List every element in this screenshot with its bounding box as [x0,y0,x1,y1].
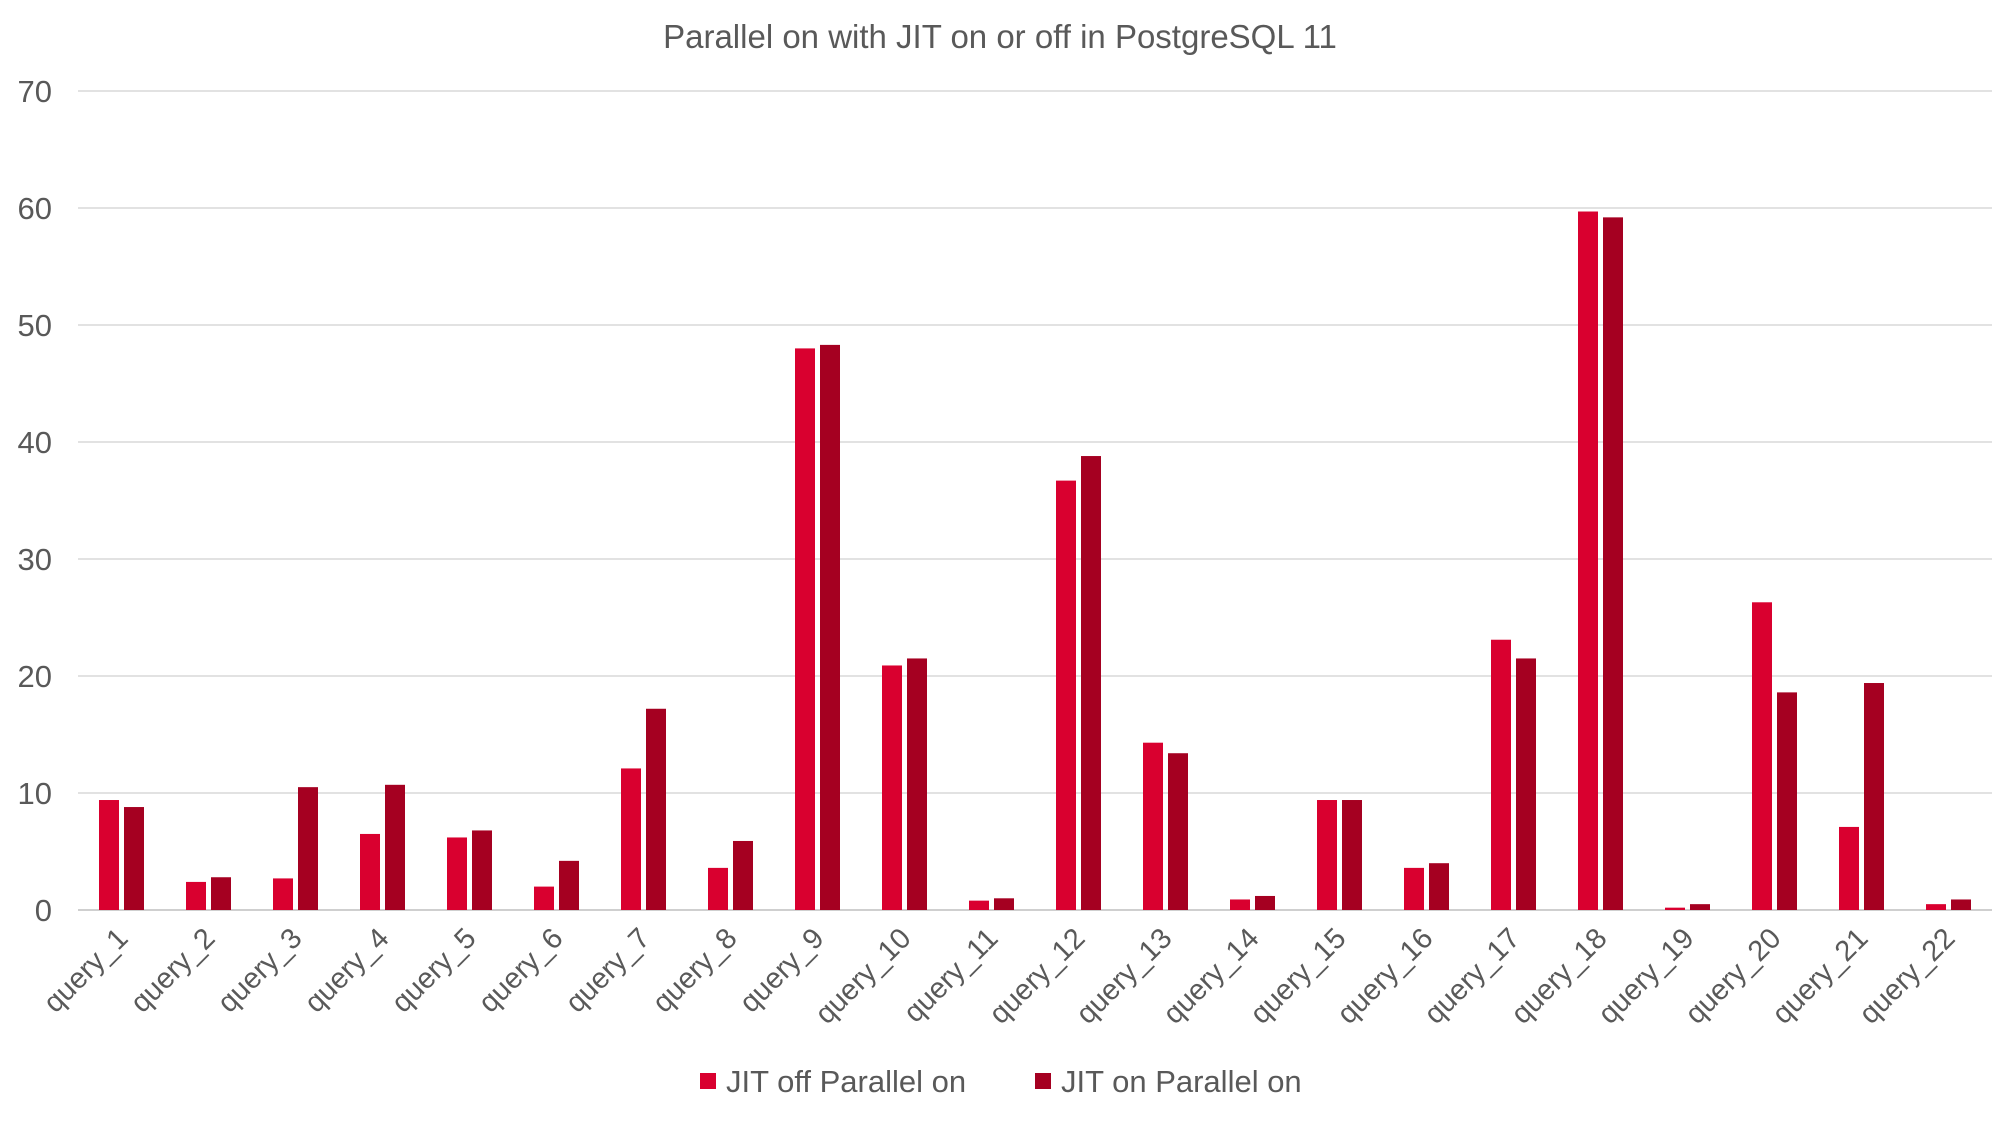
gridlines [78,90,1992,911]
x-tick-label: query_3 [212,922,309,1019]
bar-jit-on-query-16 [1429,863,1449,910]
bar-jit-off-query-14 [1230,899,1250,910]
x-tick-label: query_12 [983,922,1091,1030]
x-tick-label: query_8 [647,922,744,1019]
bar-jit-off-query-18 [1578,211,1598,910]
bar-jit-off-query-4 [360,833,380,910]
x-tick-label: query_7 [560,922,657,1019]
y-tick-label: 60 [18,191,52,226]
bar-jit-off-query-2 [186,881,206,910]
bar-jit-on-query-10 [907,658,927,910]
bar-jit-on-query-20 [1777,692,1797,910]
x-tick-label: query_2 [125,922,222,1019]
y-tick-label: 50 [18,308,52,343]
bar-jit-on-query-8 [733,840,753,910]
bar-jit-on-query-14 [1255,895,1275,910]
x-tick-label: query_10 [809,922,917,1030]
bar-jit-off-query-3 [273,878,293,910]
y-tick-label: 10 [18,776,52,811]
bar-jit-off-query-6 [534,886,554,910]
x-tick-label: query_14 [1157,922,1265,1030]
bar-jit-off-query-13 [1143,742,1163,910]
bar-jit-off-query-8 [708,867,728,910]
x-tick-label: query_21 [1766,922,1874,1030]
bar-jit-off-query-10 [882,665,902,910]
bar-jit-off-query-11 [969,900,989,910]
bar-jit-off-query-17 [1491,639,1511,910]
bar-jit-on-query-15 [1342,800,1362,910]
bar-jit-on-query-6 [559,860,579,910]
x-tick-label: query_17 [1418,922,1526,1030]
legend-swatch [700,1073,716,1089]
bar-jit-on-query-11 [994,898,1014,910]
x-tick-label: query_4 [299,922,396,1019]
bar-jit-on-query-21 [1864,683,1884,910]
y-tick-label: 40 [18,425,52,460]
bar-jit-on-query-5 [472,830,492,910]
bar-jit-off-query-5 [447,837,467,910]
x-tick-label: query_13 [1070,922,1178,1030]
bar-jit-on-query-18 [1603,217,1623,911]
x-tick-label: query_5 [386,922,483,1019]
bar-jit-off-query-19 [1665,907,1685,910]
bar-jit-off-query-1 [99,800,119,910]
bar-jit-on-query-22 [1951,899,1971,910]
x-tick-label: query_6 [473,922,570,1019]
bar-jit-on-query-1 [124,807,144,910]
bar-jit-on-query-12 [1081,456,1101,910]
x-tick-label: query_15 [1244,922,1352,1030]
bar-jit-off-query-20 [1752,602,1772,910]
y-tick-label: 0 [35,893,52,928]
x-axis-ticks: query_1query_2query_3query_4query_5query… [38,922,1962,1030]
x-tick-label: query_20 [1679,922,1787,1030]
legend-label: JIT on Parallel on [1061,1064,1302,1099]
bar-jit-off-query-22 [1926,904,1946,910]
bar-jit-on-query-7 [646,708,666,910]
bar-jit-on-query-4 [385,784,405,910]
bar-jit-off-query-21 [1839,826,1859,910]
legend-swatch [1035,1073,1051,1089]
bar-jit-on-query-3 [298,787,318,910]
y-tick-label: 30 [18,542,52,577]
bar-jit-on-query-13 [1168,753,1188,910]
bar-jit-on-query-2 [211,877,231,910]
bar-jit-on-query-17 [1516,658,1536,910]
bar-jit-off-query-9 [795,348,815,910]
legend-label: JIT off Parallel on [726,1064,966,1099]
bar-jit-off-query-16 [1404,867,1424,910]
x-tick-label: query_16 [1331,922,1439,1030]
x-tick-label: query_22 [1853,922,1961,1030]
bar-jit-off-query-7 [621,768,641,910]
legend: JIT off Parallel on JIT on Parallel on [700,1064,1302,1099]
y-axis-ticks: 0 10 20 30 40 50 60 70 [18,74,52,928]
bar-jit-off-query-12 [1056,480,1076,910]
bars [99,211,1971,911]
y-tick-label: 20 [18,659,52,694]
y-tick-label: 70 [18,74,52,109]
bar-jit-on-query-19 [1690,904,1710,910]
bar-jit-on-query-9 [820,344,840,910]
x-tick-label: query_18 [1505,922,1613,1030]
x-tick-label: query_1 [38,922,135,1019]
chart-title: Parallel on with JIT on or off in Postgr… [663,18,1337,55]
x-tick-label: query_19 [1592,922,1700,1030]
bar-jit-off-query-15 [1317,800,1337,910]
